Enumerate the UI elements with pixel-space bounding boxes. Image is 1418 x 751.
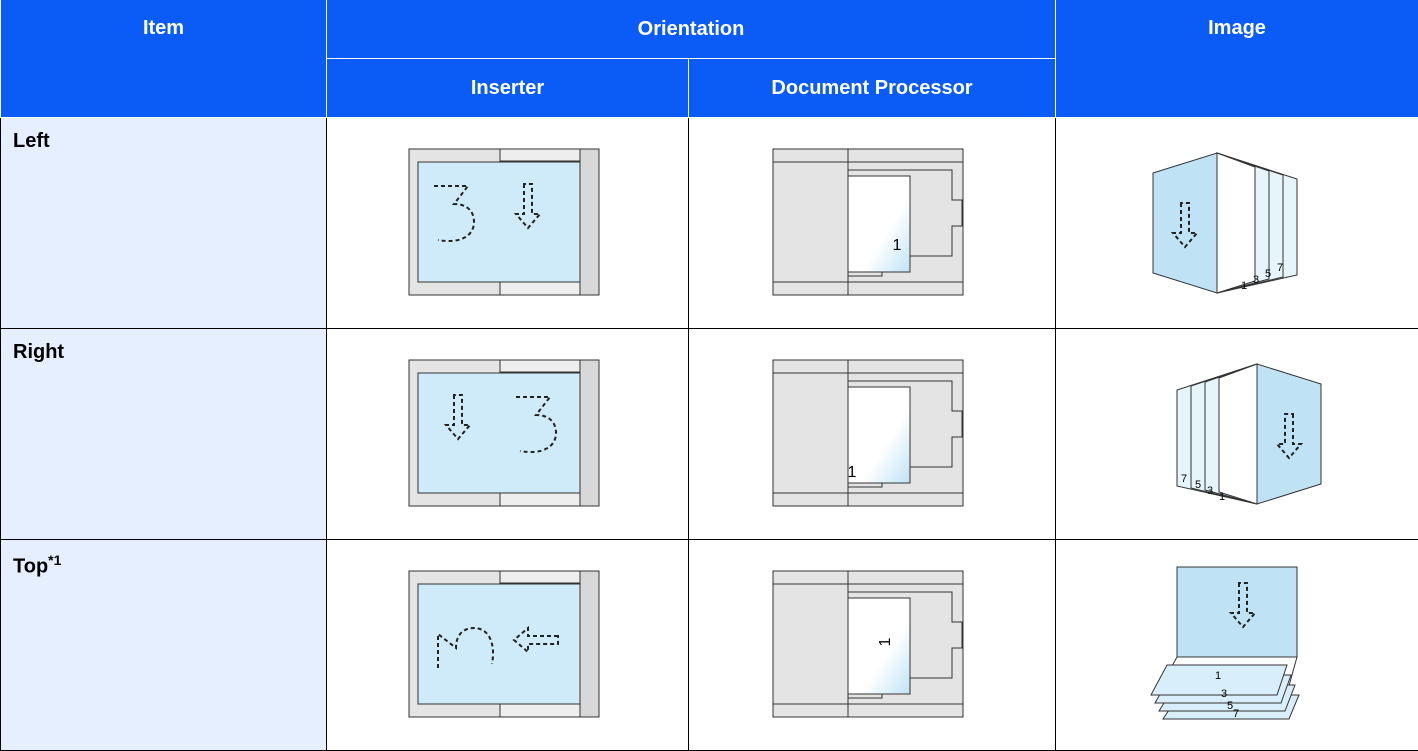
item-label: Right <box>13 341 65 363</box>
header-image: Image <box>1055 0 1418 118</box>
shape <box>579 148 599 296</box>
inserter-cell <box>326 328 689 540</box>
shape <box>1216 152 1256 294</box>
page-label: 1 <box>1215 670 1221 682</box>
shape <box>499 281 580 296</box>
header-item: Item <box>0 0 327 118</box>
shape <box>499 359 580 373</box>
shape <box>847 597 911 695</box>
item-cell: Left <box>0 117 327 329</box>
shape <box>515 396 557 453</box>
page-number: 1 <box>848 464 857 481</box>
processor-illustration: 1 <box>772 148 964 296</box>
shape <box>1150 664 1288 696</box>
page-label: 7 <box>1277 262 1283 274</box>
shape <box>513 183 542 230</box>
shape <box>1152 152 1218 294</box>
shape <box>579 359 599 507</box>
page-label: 3 <box>1253 274 1259 286</box>
page-label: 3 <box>1221 688 1227 700</box>
shape <box>436 626 494 668</box>
page-label: 5 <box>1227 700 1233 712</box>
shape <box>1170 202 1200 249</box>
shape <box>848 380 963 468</box>
inserter-illustration <box>408 148 599 296</box>
processor-illustration: 1 <box>772 570 964 718</box>
inserter-cell <box>326 539 689 751</box>
header-orientation: Orientation <box>325 0 1057 59</box>
item-label: Left <box>13 130 50 152</box>
shape <box>1152 152 1298 294</box>
page-number: 1 <box>893 237 902 254</box>
processor-illustration: 1 <box>772 359 964 507</box>
processor-cell: 1 <box>687 539 1057 751</box>
shape <box>417 583 580 705</box>
shape <box>417 161 580 283</box>
item-cell: Top*1 <box>0 539 327 751</box>
shape <box>1274 413 1304 460</box>
processor-cell: 1 <box>687 117 1057 329</box>
inserter-illustration <box>408 570 599 718</box>
shape <box>417 372 580 494</box>
page-label: 7 <box>1233 708 1239 720</box>
page-label: 7 <box>1181 473 1187 485</box>
shape <box>499 703 580 718</box>
item-note: *1 <box>48 552 62 568</box>
page-label: 3 <box>1207 485 1213 497</box>
shape <box>1218 363 1258 505</box>
shape <box>499 148 580 162</box>
page-number: 1 <box>877 637 894 646</box>
inserter-cell <box>326 117 689 329</box>
page-label: 5 <box>1195 479 1201 491</box>
shape <box>511 625 559 655</box>
page-label: 5 <box>1265 268 1271 280</box>
shape <box>848 591 963 679</box>
shape <box>499 570 580 584</box>
shape <box>1176 363 1322 505</box>
shape <box>443 394 472 441</box>
item-cell: Right <box>0 328 327 540</box>
page-label: 1 <box>1241 280 1247 292</box>
shape <box>579 570 599 718</box>
header-document-processor: Document Processor <box>687 58 1057 118</box>
shape <box>433 185 475 242</box>
shape <box>847 175 911 273</box>
item-label: Top <box>13 555 49 578</box>
shape <box>499 492 580 507</box>
shape <box>847 386 911 484</box>
page-label: 1 <box>1219 491 1225 503</box>
shape <box>1228 582 1258 629</box>
processor-cell: 1 <box>687 328 1057 540</box>
header-inserter: Inserter <box>326 58 689 118</box>
shape <box>848 169 963 257</box>
inserter-illustration <box>408 359 599 507</box>
shape <box>1256 363 1322 505</box>
